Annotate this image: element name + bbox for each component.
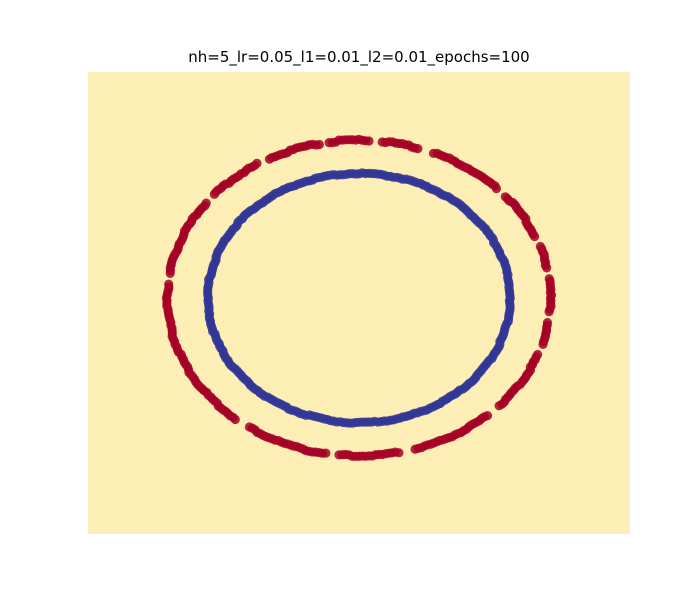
scatter-point — [542, 318, 553, 328]
scatter-point — [209, 189, 219, 199]
scatter-point — [535, 241, 545, 252]
data-points — [161, 134, 557, 462]
scatter-point — [394, 448, 404, 458]
scatter-point — [377, 137, 387, 147]
scatter-point — [482, 410, 493, 421]
scatter-point — [264, 154, 275, 164]
chart-title: nh=5_lr=0.05_l1=0.01_l2=0.01_epochs=100 — [188, 48, 530, 66]
scatter-point — [165, 268, 175, 278]
scatter-point — [230, 414, 240, 425]
scatter-point — [504, 296, 515, 306]
scatter-point — [533, 349, 543, 360]
scatter-point — [546, 296, 556, 306]
scatter-point — [544, 274, 554, 284]
scatter-point — [321, 448, 331, 458]
scatter-point — [324, 137, 334, 148]
scatter-point — [500, 192, 510, 202]
scatter-point — [428, 148, 439, 158]
